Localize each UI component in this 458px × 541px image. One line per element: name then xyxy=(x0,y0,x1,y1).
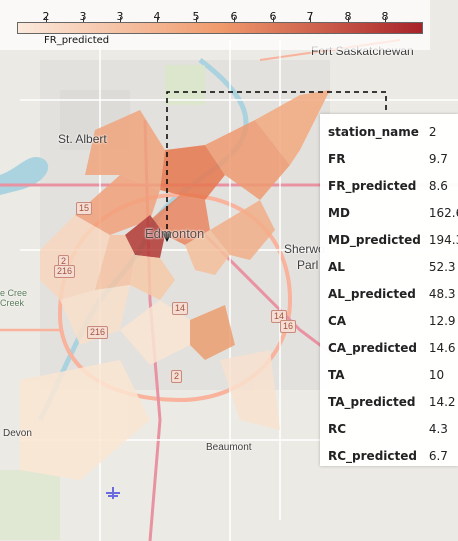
road-shield-2-south: 2 xyxy=(171,370,183,383)
tooltip-value: 9.7 xyxy=(428,151,448,166)
legend-gradient-bar xyxy=(17,22,423,34)
label-sherwood-park-1: Sherwo xyxy=(284,242,325,256)
cell-northwest xyxy=(75,175,160,235)
tooltip-leader-line xyxy=(166,91,387,238)
tooltip-value: 48.3 xyxy=(428,286,456,301)
tooltip-value: 2 xyxy=(428,124,437,139)
tooltip-row: TA 10 xyxy=(320,361,458,388)
tooltip-row: MD_predicted 194.3 xyxy=(320,226,458,253)
tooltip-key: CA xyxy=(328,313,347,328)
tooltip-row: RC 4.3 xyxy=(320,415,458,442)
tooltip-value: 52.3 xyxy=(428,259,456,274)
road-shield-15: 15 xyxy=(76,202,93,215)
label-lee-creek-1: e Cree xyxy=(0,288,28,298)
color-legend: 2 3 3 4 5 6 6 7 8 8 FR_predicted xyxy=(0,0,430,50)
cell-far-southeast xyxy=(220,350,280,430)
road-shield-16: 16 xyxy=(280,320,297,333)
park-area xyxy=(165,65,205,105)
cell-east xyxy=(210,200,275,260)
tooltip-value: 14.2 xyxy=(428,394,456,409)
tooltip-value: 4.3 xyxy=(428,421,448,436)
tooltip-row: station_name 2 xyxy=(320,118,458,145)
cell-north xyxy=(85,110,165,190)
label-beaumont: Beaumont xyxy=(206,442,252,453)
legend-tick-label: 5 xyxy=(193,10,200,23)
tooltip-key: AL_predicted xyxy=(328,286,416,301)
legend-tick-label: 8 xyxy=(345,10,352,23)
legend-tick-label: 3 xyxy=(117,10,124,23)
label-st-albert: St. Albert xyxy=(58,132,107,146)
tooltip-row: TA_predicted 14.2 xyxy=(320,388,458,415)
station-tooltip: station_name 2 FR 9.7 FR_predicted 8.6 MD 162.6… xyxy=(320,114,458,466)
tooltip-key: FR xyxy=(328,151,346,166)
road-shield-14-east: 14 xyxy=(271,310,288,323)
tooltip-key: TA xyxy=(328,367,345,382)
legend-caption: FR_predicted xyxy=(44,35,110,46)
station-marker xyxy=(162,232,172,242)
cell-south xyxy=(120,300,190,365)
road-shield-216-west: 216 xyxy=(54,265,76,278)
tooltip-row: AL 52.3 xyxy=(320,253,458,280)
tooltip-value: 194.3 xyxy=(428,232,458,247)
tooltip-row: AL_predicted 48.3 xyxy=(320,280,458,307)
cell-far-northeast xyxy=(255,90,330,165)
cell-southeast-central xyxy=(185,230,230,275)
tooltip-row: FR_predicted 8.6 xyxy=(320,172,458,199)
label-devon: Devon xyxy=(3,428,32,439)
field-area xyxy=(0,470,60,540)
cell-south-central xyxy=(130,255,175,300)
tooltip-value: 6.7 xyxy=(428,448,448,463)
tooltip-row: FR 9.7 xyxy=(320,145,458,172)
cell-far-southwest xyxy=(20,360,150,480)
legend-tick-label: 6 xyxy=(231,10,238,23)
tooltip-key: MD_predicted xyxy=(328,232,421,247)
legend-tick-label: 6 xyxy=(270,10,277,23)
tooltip-value: 8.6 xyxy=(428,178,448,193)
cell-southwest-outer xyxy=(60,285,130,345)
cell-southwest xyxy=(95,235,135,290)
legend-tick-label: 2 xyxy=(43,10,50,23)
cell-mill-woods xyxy=(190,305,235,360)
legend-tick-label: 3 xyxy=(80,10,87,23)
label-edmonton: Edmonton xyxy=(145,226,205,241)
cell-west xyxy=(40,215,110,300)
tooltip-table: station_name 2 FR 9.7 FR_predicted 8.6 MD 162.6… xyxy=(320,118,458,469)
voronoi-layer xyxy=(20,90,330,480)
tooltip-key: RC xyxy=(328,421,347,436)
road-shield-216-south: 216 xyxy=(87,326,109,339)
tooltip-key: RC_predicted xyxy=(328,448,417,463)
label-lee-creek-2: Creek xyxy=(0,298,25,308)
tooltip-row: CA 12.9 xyxy=(320,307,458,334)
tooltip-value: 10 xyxy=(428,367,445,382)
tooltip-value: 162.6 xyxy=(428,205,458,220)
tooltip-key: MD xyxy=(328,205,350,220)
legend-tick-label: 4 xyxy=(154,10,161,23)
tooltip-key: FR_predicted xyxy=(328,178,417,193)
tooltip-value: 12.9 xyxy=(428,313,456,328)
legend-tick-label: 7 xyxy=(307,10,314,23)
tooltip-row: MD 162.6 xyxy=(320,199,458,226)
tooltip-row: CA_predicted 14.6 xyxy=(320,334,458,361)
road-shield-14: 14 xyxy=(172,302,189,315)
tooltip-key: TA_predicted xyxy=(328,394,416,409)
tooltip-key: AL xyxy=(328,259,345,274)
tooltip-row: RC_predicted 6.7 xyxy=(320,442,458,469)
cell-north-central xyxy=(160,145,225,200)
legend-tick-label: 8 xyxy=(382,10,389,23)
label-sherwood-park-2: Parl xyxy=(297,258,319,272)
cell-downtown xyxy=(125,215,165,258)
airport-icon xyxy=(106,487,120,499)
tooltip-key: station_name xyxy=(328,124,419,139)
tooltip-value: 14.6 xyxy=(428,340,456,355)
cell-northeast xyxy=(205,120,290,200)
tooltip-key: CA_predicted xyxy=(328,340,418,355)
